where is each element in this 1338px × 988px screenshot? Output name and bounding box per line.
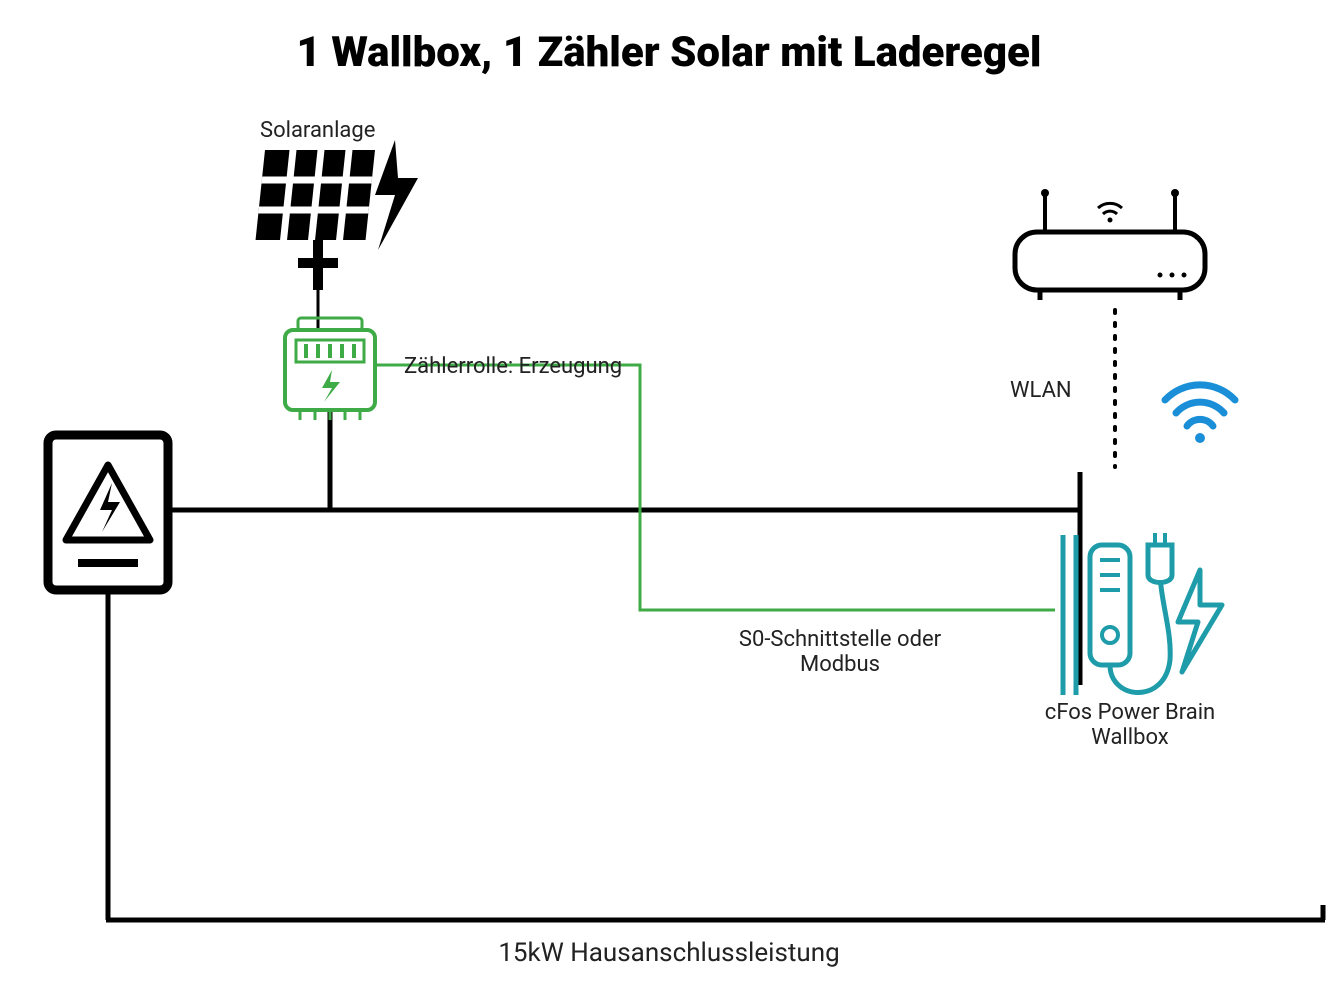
wiring-diagram [0, 0, 1338, 988]
meter-role-label: Zählerrolle: Erzeugung [404, 354, 622, 379]
wlan-label: WLAN [1010, 378, 1072, 403]
data-line-green [375, 365, 1055, 610]
wifi-icon [1165, 385, 1235, 443]
solar-label: Solaranlage [260, 118, 375, 143]
wallbox-label: cFos Power Brain Wallbox [1030, 700, 1230, 750]
wallbox-icon [1063, 533, 1222, 695]
house-conn-label: 15kW Hausanschlussleistung [0, 938, 1338, 968]
distribution-box-icon [48, 435, 168, 590]
interface-label: S0-Schnittstelle oder Modbus [710, 627, 970, 677]
solar-panel-icon [256, 140, 418, 328]
router-icon [1015, 189, 1205, 300]
meter-icon [285, 318, 375, 420]
